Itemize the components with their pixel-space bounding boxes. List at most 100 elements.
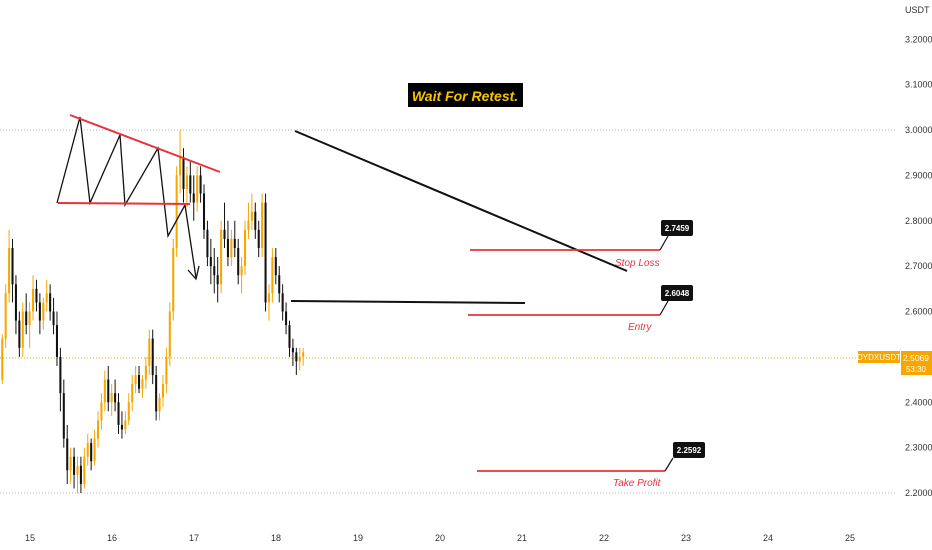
candle-body <box>168 311 171 357</box>
candle-body <box>69 456 72 471</box>
candle-body <box>59 356 62 394</box>
entry-tag <box>661 285 693 301</box>
x-tick-label: 17 <box>189 533 199 543</box>
candle-body <box>155 375 158 412</box>
candle-body <box>267 293 270 303</box>
candle-body <box>35 288 38 303</box>
stop-loss-value: 2.7459 <box>665 224 690 233</box>
x-tick-label: 19 <box>353 533 363 543</box>
candle-body <box>199 175 202 194</box>
y-tick-label: 2.9000 <box>905 170 932 180</box>
x-tick-label: 18 <box>271 533 281 543</box>
candle-body <box>281 293 284 312</box>
candle-body <box>18 320 21 348</box>
candle-body <box>291 347 294 353</box>
candle-body <box>226 238 229 258</box>
candle-body <box>189 175 192 194</box>
candle-body <box>25 311 28 326</box>
candle-body <box>8 247 11 294</box>
candle-body <box>230 238 233 258</box>
x-tick-label: 20 <box>435 533 445 543</box>
x-tick-label: 16 <box>107 533 117 543</box>
x-tick-label: 25 <box>845 533 855 543</box>
candle-body <box>4 293 7 339</box>
current-price-value: 2.5069 <box>903 353 929 363</box>
candle-body <box>14 284 17 321</box>
candle-body <box>240 266 243 276</box>
chart-title-box: Wait For Retest. <box>408 83 523 107</box>
candle-body <box>83 456 86 484</box>
candle-body <box>141 379 144 389</box>
candle-body <box>134 375 137 385</box>
candle-body <box>264 202 267 303</box>
candlestick-series <box>1 130 305 493</box>
sketch-zigzag <box>56 116 197 279</box>
chart-title: Wait For Retest. <box>412 88 518 104</box>
candle-body <box>117 402 120 425</box>
candle-body <box>66 438 69 471</box>
y-tick-label: 3.0000 <box>905 125 932 135</box>
candle-body <box>138 375 141 389</box>
y-axis: USDT 3.2000 3.1000 3.0000 2.9000 2.8000 2.700… <box>905 5 932 498</box>
candle-body <box>127 402 130 421</box>
candle-body <box>151 338 154 376</box>
candle-body <box>158 397 161 412</box>
candle-body <box>213 266 216 276</box>
x-tick-label: 21 <box>517 533 527 543</box>
candle-body <box>103 379 106 403</box>
candle-body <box>196 175 199 203</box>
candle-body <box>62 393 65 439</box>
candle-body <box>144 365 147 380</box>
entry-label: Entry <box>628 322 652 333</box>
symbol-label: DYDXUSDT <box>857 353 901 362</box>
candle-body <box>271 257 274 294</box>
candle-body <box>288 325 291 348</box>
take-profit-tag <box>673 442 705 458</box>
symbol-tag[interactable] <box>858 351 900 363</box>
x-tick-label: 23 <box>681 533 691 543</box>
descending-trendline <box>294 130 628 272</box>
pattern-sketch <box>56 114 221 281</box>
grid-lines <box>0 129 895 494</box>
stop-loss-label: Stop Loss <box>615 258 659 269</box>
candle-body <box>274 257 277 276</box>
candle-body <box>73 456 76 475</box>
candle-body <box>96 420 100 439</box>
candle-body <box>131 384 134 403</box>
entry-value: 2.6048 <box>665 289 690 298</box>
y-tick-label: 3.1000 <box>905 80 932 90</box>
support-trendline <box>290 300 526 304</box>
candle-body <box>175 175 178 248</box>
candle-body <box>1 338 4 380</box>
price-tags: DYDXUSDT 2.5069 53:30 <box>857 351 932 375</box>
candle-body <box>49 293 52 312</box>
candle-body <box>302 352 305 357</box>
candle-body <box>100 402 103 421</box>
sketch-resistance-line <box>69 114 221 173</box>
candle-body <box>93 438 96 462</box>
stop-loss-tag-connector <box>659 235 669 251</box>
current-price-tag[interactable] <box>901 351 932 375</box>
candle-body <box>247 220 250 230</box>
title-background <box>408 83 523 107</box>
y-tick-label: 2.6000 <box>905 307 932 317</box>
candle-body <box>55 325 58 357</box>
candle-body <box>278 275 281 294</box>
candle-body <box>237 247 240 276</box>
take-profit-label: Take Profit <box>613 478 662 489</box>
x-tick-label: 22 <box>599 533 609 543</box>
x-tick-label: 15 <box>25 533 35 543</box>
candle-body <box>11 247 14 285</box>
candle-body <box>28 311 31 326</box>
candle-body <box>86 443 89 457</box>
candle-body <box>182 157 185 189</box>
candle-body <box>233 238 236 248</box>
y-tick-label: 2.2000 <box>905 488 932 498</box>
candle-body <box>90 443 93 462</box>
candle-body <box>21 311 24 348</box>
sketch-support-line <box>57 202 191 205</box>
bar-countdown: 53:30 <box>906 365 927 374</box>
sketch-arrow-head <box>187 265 200 281</box>
candle-body <box>161 384 164 398</box>
x-axis: 15 16 17 18 19 20 21 22 23 24 25 <box>25 533 855 543</box>
